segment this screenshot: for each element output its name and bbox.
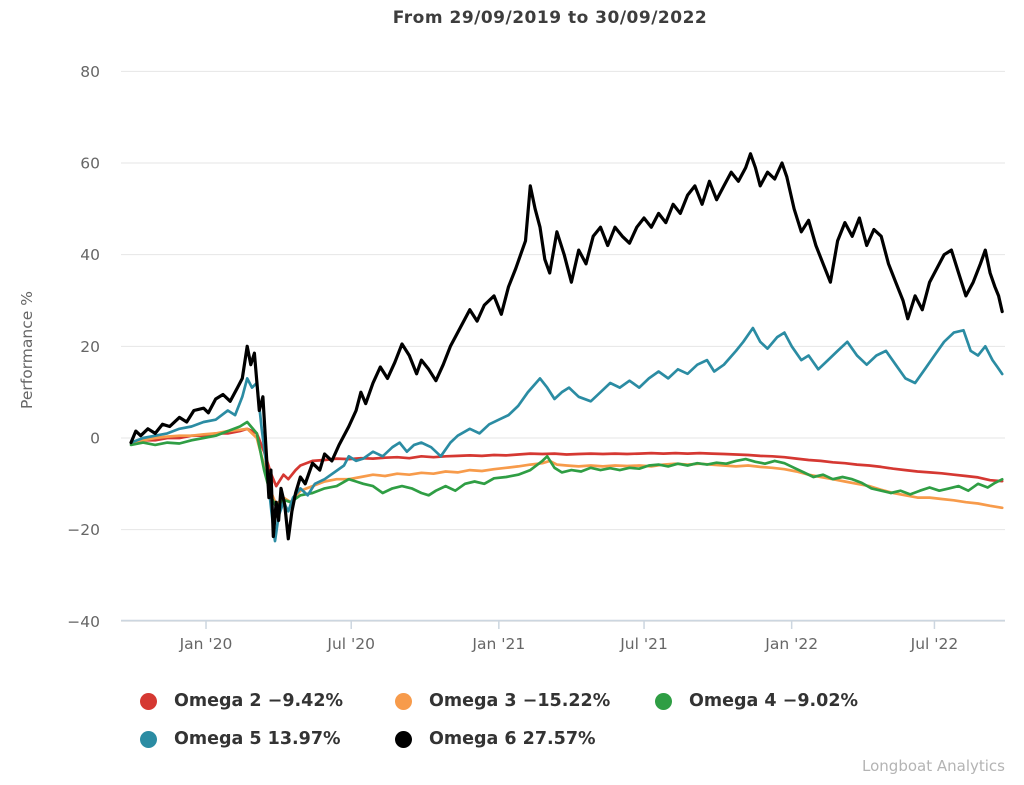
x-axis-label: Jul '20 xyxy=(326,635,375,653)
legend-marker-omega-4-icon xyxy=(655,692,672,710)
performance-chart: 80 60 40 20 0 −20 −40 Performance % Jan '20 Jul '… xyxy=(18,63,1005,653)
legend-marker-omega-2-icon xyxy=(140,692,157,710)
y-axis-title: Performance % xyxy=(18,291,36,409)
legend-item-omega-3[interactable]: Omega 3 −15.22% xyxy=(395,688,610,714)
y-axis-label: 40 xyxy=(80,246,100,264)
legend-label-omega-4: Omega 4 −9.02% xyxy=(689,691,859,711)
legend-item-omega-2[interactable]: Omega 2 −9.42% xyxy=(140,688,343,714)
legend-item-omega-5[interactable]: Omega 5 13.97% xyxy=(140,726,341,752)
legend-label-omega-2: Omega 2 −9.42% xyxy=(174,691,344,711)
series-line-omega-6[interactable] xyxy=(129,152,1004,541)
x-axis-label: Jan '20 xyxy=(179,635,233,653)
legend-label-omega-3: Omega 3 −15.22% xyxy=(429,691,611,711)
watermark-credit: Longboat Analytics xyxy=(862,757,1005,775)
legend-item-omega-6[interactable]: Omega 6 27.57% xyxy=(395,726,596,752)
legend-label-omega-6: Omega 6 27.57% xyxy=(429,729,596,749)
legend-marker-omega-3-icon xyxy=(395,692,412,710)
y-axis-label: 0 xyxy=(90,430,100,448)
legend-marker-omega-6-icon xyxy=(395,730,412,748)
series-line-omega-3[interactable] xyxy=(129,427,1004,510)
x-axis-label: Jul '22 xyxy=(910,635,959,653)
x-axis-label: Jul '21 xyxy=(619,635,668,653)
y-axis-label: −20 xyxy=(67,521,100,539)
x-axis-label: Jan '22 xyxy=(764,635,818,653)
y-axis-label: 20 xyxy=(80,338,100,356)
legend-item-omega-4[interactable]: Omega 4 −9.02% xyxy=(655,688,858,714)
y-axis-label: 80 xyxy=(80,63,100,81)
series-line-omega-5[interactable] xyxy=(129,326,1004,543)
legend-label-omega-5: Omega 5 13.97% xyxy=(174,729,341,749)
chart-title: From 29/09/2019 to 30/09/2022 xyxy=(392,8,708,28)
y-axis-label: 60 xyxy=(80,155,100,173)
y-axis-label: −40 xyxy=(67,613,100,631)
series-line-omega-2[interactable] xyxy=(129,427,1004,488)
x-axis-label: Jan '21 xyxy=(471,635,525,653)
legend-marker-omega-5-icon xyxy=(140,730,157,748)
